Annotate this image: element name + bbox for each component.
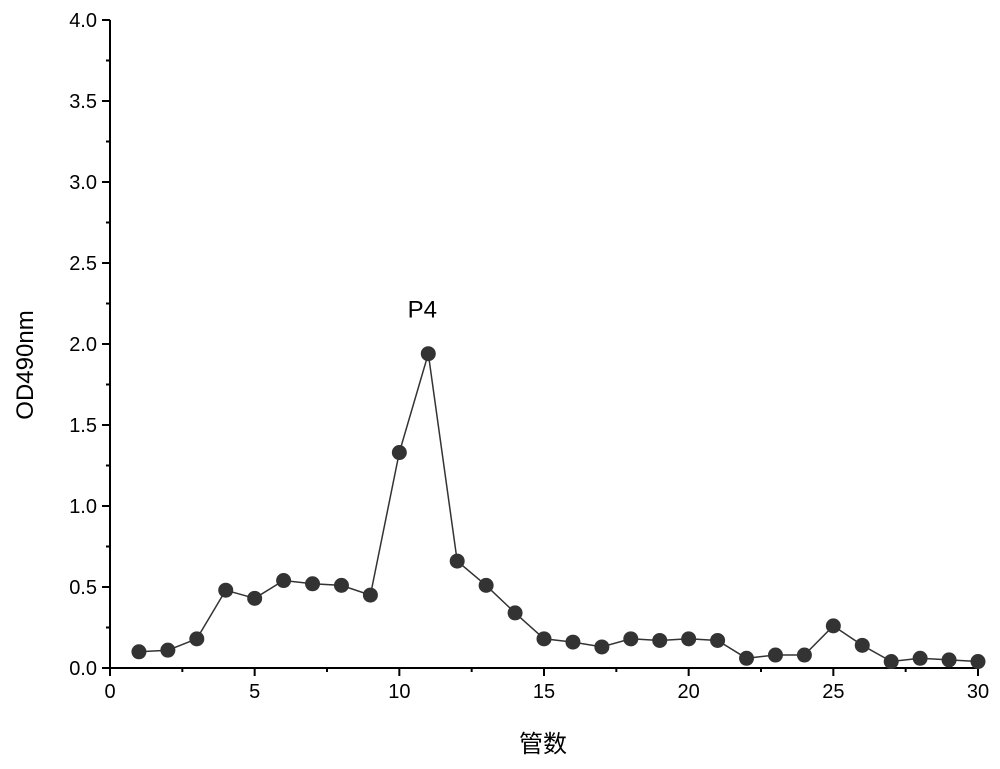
data-point [189, 631, 205, 647]
peak-label: P4 [408, 297, 437, 324]
x-tick-label: 0 [104, 681, 115, 703]
data-point [739, 650, 755, 666]
series-layer [131, 346, 986, 670]
data-point [767, 647, 783, 663]
data-point [941, 652, 957, 668]
x-tick-label: 25 [822, 681, 844, 703]
data-point [276, 573, 292, 589]
y-tick-label: 0.0 [69, 658, 97, 680]
data-point [536, 631, 552, 647]
data-point [131, 644, 147, 660]
data-point [160, 642, 176, 658]
y-tick-label: 3.5 [69, 91, 97, 113]
data-point [305, 576, 321, 592]
x-tick-label: 5 [249, 681, 260, 703]
y-tick-label: 0.5 [69, 577, 97, 599]
data-point [652, 632, 668, 648]
data-point [565, 634, 581, 650]
series-line [138, 353, 979, 663]
data-point [391, 445, 407, 461]
y-tick-label: 2.5 [69, 253, 97, 275]
x-tick-label: 15 [533, 681, 555, 703]
data-point [623, 631, 639, 647]
y-tick-label: 2.0 [69, 334, 97, 356]
data-point [420, 346, 436, 362]
y-axis-title: OD490nm [12, 310, 39, 419]
x-axis-title: 管数 [519, 731, 567, 758]
x-tick-label: 20 [678, 681, 700, 703]
data-point [970, 654, 986, 670]
annotations: P4 [408, 297, 437, 324]
data-point [218, 582, 234, 598]
data-point [883, 654, 899, 670]
data-point [710, 632, 726, 648]
data-point [507, 605, 523, 621]
data-point [333, 577, 349, 593]
y-tick-label: 4.0 [69, 10, 97, 32]
ticks: 0 5 10 15 20 25 30 0.0 0.5 1.0 1.5 2.0 2.5 3.0 3.5 4.0 [69, 10, 989, 703]
data-point [362, 587, 378, 603]
axes [109, 20, 978, 669]
y-tick-label: 3.0 [69, 172, 97, 194]
data-point [449, 553, 465, 569]
data-point [854, 637, 870, 653]
x-tick-label: 30 [967, 681, 989, 703]
data-point [796, 647, 812, 663]
data-point [681, 631, 697, 647]
data-point [594, 639, 610, 655]
data-point [912, 650, 928, 666]
x-tick-label: 10 [388, 681, 410, 703]
data-point [247, 590, 263, 606]
y-tick-label: 1.0 [69, 496, 97, 518]
y-tick-label: 1.5 [69, 415, 97, 437]
data-point [825, 618, 841, 634]
data-point [478, 577, 494, 593]
